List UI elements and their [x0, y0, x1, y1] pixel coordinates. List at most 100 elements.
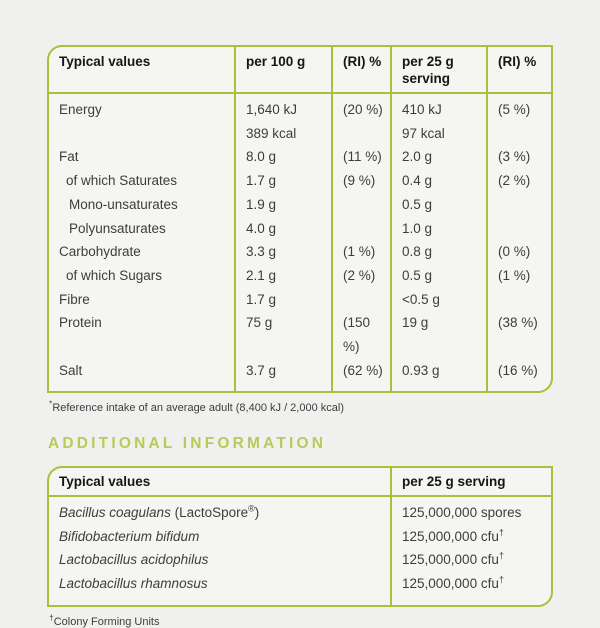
col-header-ri-100g: (RI) %	[331, 47, 391, 94]
cell-per-25g: 0.8 g	[390, 240, 487, 264]
cell-per-100g: 8.0 g	[234, 145, 332, 170]
cell-ri-25g: (1 %)	[486, 263, 551, 288]
species-note-close: )	[254, 504, 260, 520]
cell-amount: 125,000,000 cfu†	[390, 524, 551, 549]
table-row-saturates: of which Saturates 1.7 g (9 %) 0.4 g (2 …	[49, 169, 551, 193]
value-line: 97 kcal	[402, 125, 445, 141]
cell-ri-100g: (150 %)	[331, 311, 391, 359]
cell-per-25g: 0.4 g	[390, 169, 487, 193]
dagger-mark: †	[49, 612, 54, 623]
registered-mark: ®	[248, 503, 255, 514]
nutrition-values-grid: Typical values per 100 g (RI) % per 25 g…	[49, 47, 551, 392]
header-row: Typical values per 25 g serving	[49, 468, 551, 497]
cell-per-25g: 410 kJ 97 kcal	[390, 93, 487, 146]
cell-label: Salt	[59, 362, 83, 378]
cell-per-100g: 3.7 g	[234, 358, 332, 392]
cell-ri-100g	[331, 192, 391, 217]
species-name: Lactobacillus rhamnosus	[59, 576, 208, 592]
dagger-mark: †	[498, 574, 504, 585]
table-row-bacillus-coagulans: Bacillus coagulans (LactoSpore®) 125,000…	[49, 495, 551, 525]
cell-ri-100g: (11 %)	[331, 145, 391, 170]
table-row-polyunsaturates: Polyunsaturates 4.0 g 1.0 g	[49, 216, 551, 241]
cell-per-25g: 2.0 g	[390, 145, 487, 170]
additional-information-heading: ADDITIONAL INFORMATION	[48, 435, 327, 453]
species-name: Lactobacillus acidophilus	[59, 552, 209, 568]
species-note: (LactoSpore	[174, 504, 249, 520]
cell-ri-100g: (20 %)	[331, 93, 391, 146]
cell-label: Mono-unsaturates	[69, 196, 178, 212]
cell-ri-25g: (38 %)	[486, 311, 551, 359]
probiotics-grid: Typical values per 25 g serving Bacillus…	[49, 468, 551, 605]
cell-ri-100g: (2 %)	[331, 263, 391, 288]
cell-label: Fibre	[59, 291, 90, 307]
asterisk-mark: *	[49, 398, 53, 409]
probiotics-table: Typical values per 25 g serving Bacillus…	[47, 466, 553, 607]
reference-intake-text: Reference intake of an average adult (8,…	[52, 402, 344, 415]
cell-per-25g: 19 g	[390, 311, 487, 359]
cell-label: of which Saturates	[66, 173, 178, 189]
cell-per-100g: 3.3 g	[234, 240, 332, 264]
cell-per-100g: 1.7 g	[234, 287, 332, 312]
table-row-energy: Energy 1,640 kJ 389 kcal (20 %) 410 kJ 9…	[49, 93, 551, 146]
cell-label: Fat	[59, 149, 79, 165]
cell-label: of which Sugars	[66, 267, 163, 283]
col-header-typical-values: Typical values	[49, 47, 235, 94]
value-line: 1,640 kJ	[246, 102, 298, 117]
col-header-per-25g: per 25 g serving	[390, 47, 487, 94]
cell-per-25g: 0.5 g	[390, 192, 487, 217]
cell-ri-25g: (5 %)	[486, 93, 551, 146]
species-name: Bifidobacterium bifidum	[59, 528, 200, 544]
cell-amount: 125,000,000 cfu†	[390, 548, 551, 573]
cell-per-25g: 0.93 g	[390, 358, 487, 392]
table-row-lactobacillus-rhamnosus: Lactobacillus rhamnosus 125,000,000 cfu†	[49, 572, 551, 605]
cell-per-100g: 75 g	[234, 311, 332, 359]
reference-intake-footnote: *Reference intake of an average adult (8…	[49, 398, 553, 415]
cell-ri-25g: (2 %)	[486, 169, 551, 193]
amount-value: 125,000,000 cfu	[402, 552, 499, 568]
cell-per-25g: 1.0 g	[390, 216, 487, 241]
cell-ri-100g: (62 %)	[331, 358, 391, 392]
cell-species: Lactobacillus rhamnosus	[49, 572, 391, 605]
cell-species: Lactobacillus acidophilus	[49, 548, 391, 572]
table-row-protein: Protein 75 g (150 %) 19 g (38 %)	[49, 311, 551, 359]
cell-ri-25g: (0 %)	[486, 240, 551, 264]
cell-ri-100g: (1 %)	[331, 240, 391, 264]
table-row-carbohydrate: Carbohydrate 3.3 g (1 %) 0.8 g (0 %)	[49, 240, 551, 264]
col-header-per-25g-serving: per 25 g serving	[390, 468, 551, 497]
cell-label: Carbohydrate	[59, 244, 141, 260]
cell-label: Polyunsaturates	[69, 220, 166, 236]
table-row-lactobacillus-acidophilus: Lactobacillus acidophilus 125,000,000 cf…	[49, 548, 551, 573]
cell-ri-25g: (3 %)	[486, 145, 551, 170]
cell-ri-25g	[486, 216, 551, 241]
amount-value: 125,000,000 spores	[402, 504, 522, 520]
table-row-mono-unsaturates: Mono-unsaturates 1.9 g 0.5 g	[49, 192, 551, 217]
header-row: Typical values per 100 g (RI) % per 25 g…	[49, 47, 551, 94]
species-name: Bacillus coagulans	[59, 504, 171, 520]
cell-ri-25g: (16 %)	[486, 358, 551, 392]
table-row-salt: Salt 3.7 g (62 %) 0.93 g (16 %)	[49, 358, 551, 392]
cell-per-100g: 1.9 g	[234, 192, 332, 217]
cell-species: Bifidobacterium bifidum	[49, 525, 391, 549]
col-header-per-100g: per 100 g	[234, 47, 332, 94]
table-row-fibre: Fibre 1.7 g <0.5 g	[49, 287, 551, 312]
amount-value: 125,000,000 cfu	[402, 528, 499, 544]
cell-label: Energy	[59, 102, 102, 117]
cell-ri-100g: (9 %)	[331, 169, 391, 193]
cell-per-100g: 1.7 g	[234, 169, 332, 193]
cell-amount: 125,000,000 spores	[390, 495, 551, 525]
nutrition-values-table: Typical values per 100 g (RI) % per 25 g…	[47, 45, 553, 394]
cell-per-100g: 1,640 kJ 389 kcal	[234, 93, 332, 146]
cell-species: Bacillus coagulans (LactoSpore®)	[49, 496, 391, 525]
cell-per-100g: 2.1 g	[234, 263, 332, 288]
cell-per-25g: <0.5 g	[390, 287, 487, 312]
col-header-ri-25g: (RI) %	[486, 47, 551, 94]
cell-label: Protein	[59, 315, 102, 331]
colony-forming-units-footnote: †Colony Forming Units	[49, 613, 553, 628]
cell-ri-100g	[331, 287, 391, 312]
table-row-fat: Fat 8.0 g (11 %) 2.0 g (3 %)	[49, 145, 551, 170]
table-row-sugars: of which Sugars 2.1 g (2 %) 0.5 g (1 %)	[49, 263, 551, 288]
table-row-bifidobacterium-bifidum: Bifidobacterium bifidum 125,000,000 cfu†	[49, 524, 551, 549]
amount-value: 125,000,000 cfu	[402, 576, 499, 592]
cell-per-100g: 4.0 g	[234, 216, 332, 241]
